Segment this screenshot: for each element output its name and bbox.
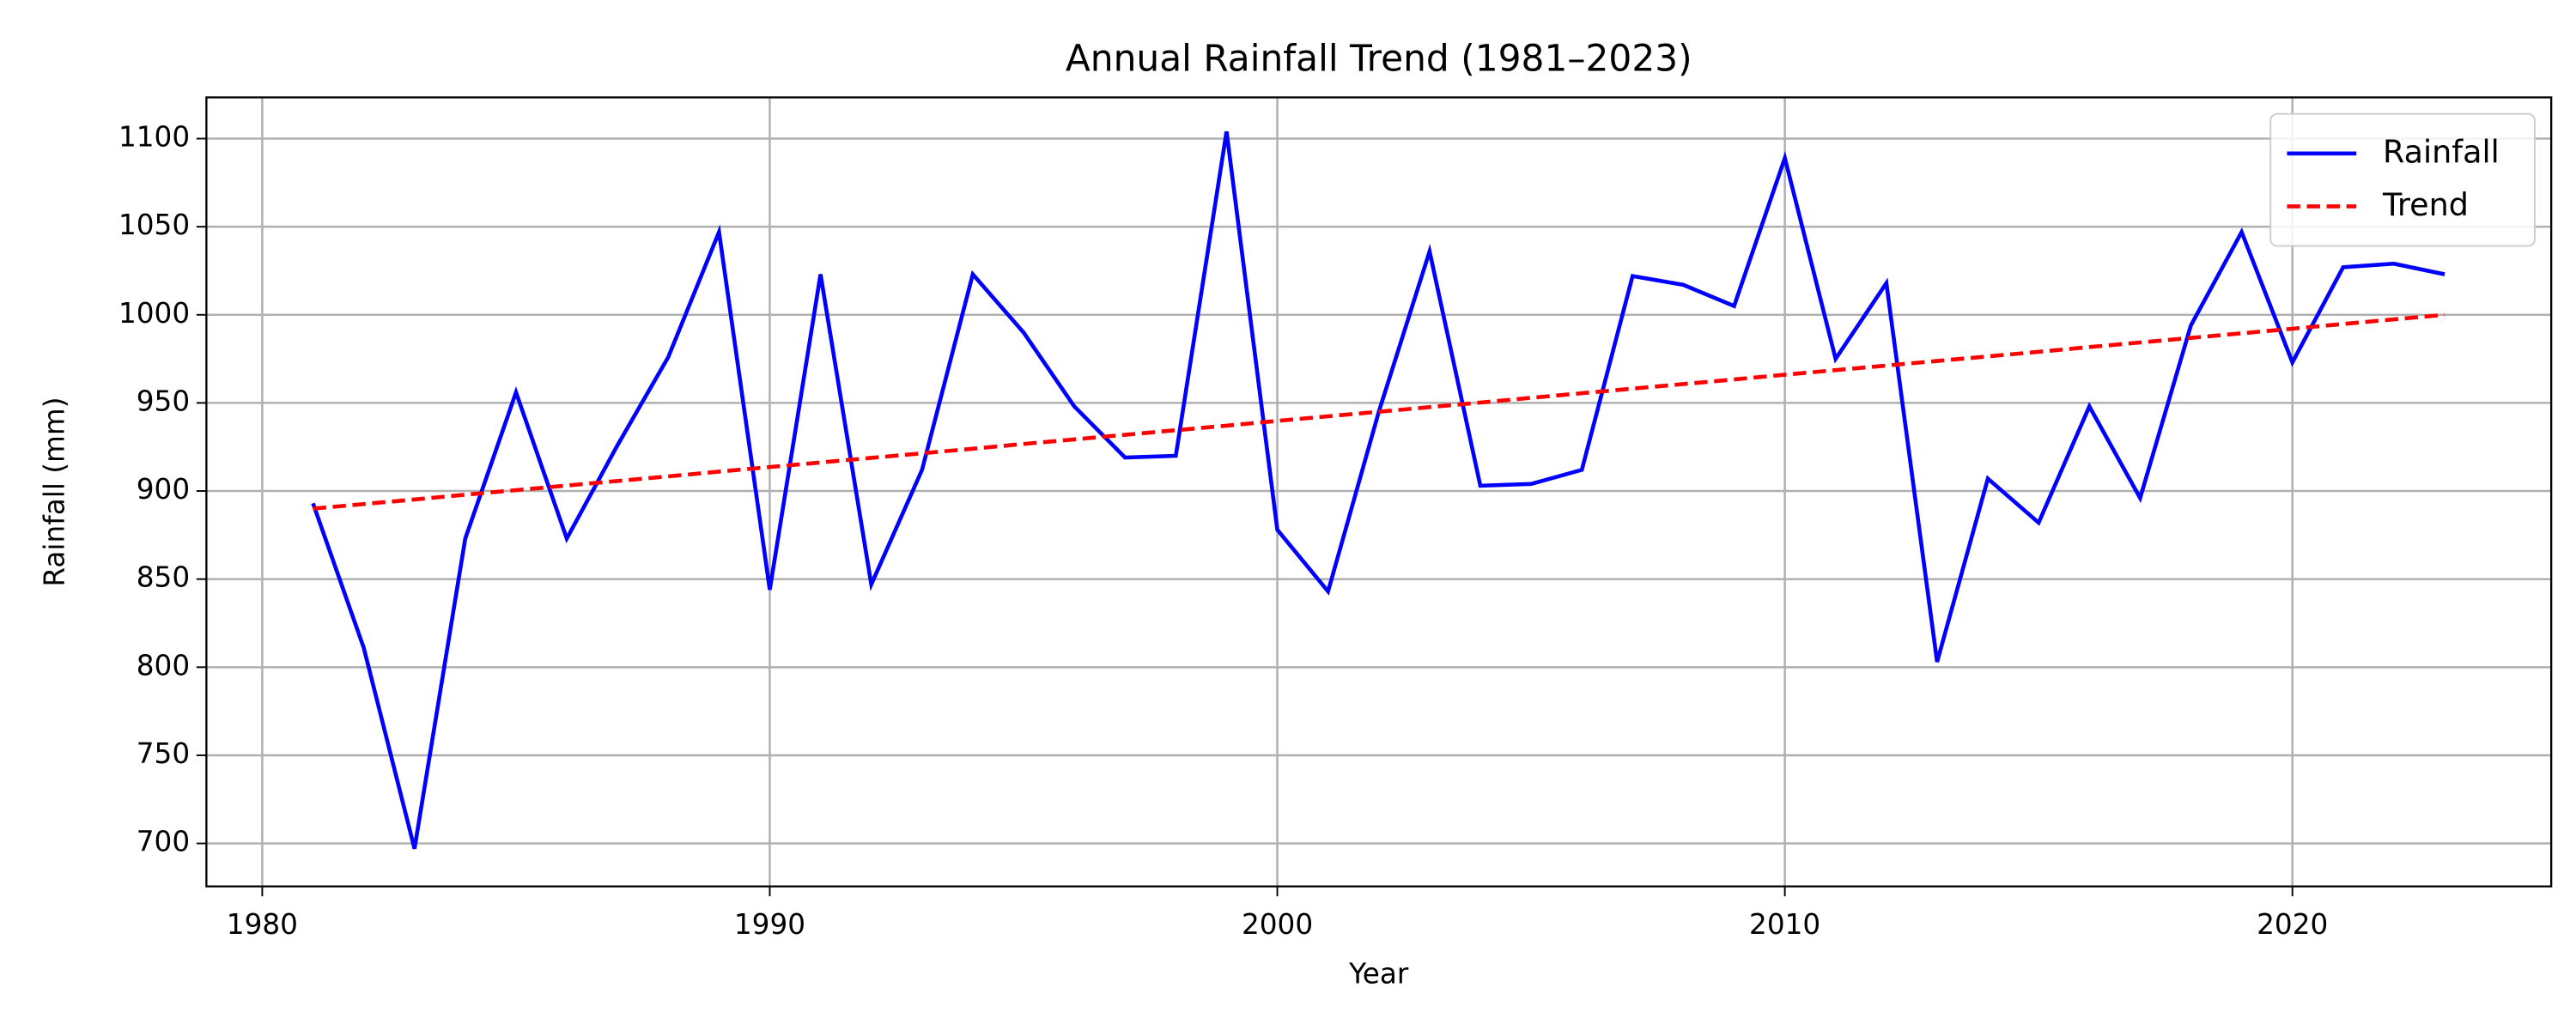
x-tick-label: 2020 bbox=[2257, 908, 2328, 941]
y-tick-label: 700 bbox=[137, 826, 190, 858]
plot-frame bbox=[205, 96, 2553, 888]
y-tick-label: 1100 bbox=[118, 120, 190, 153]
y-tick-label: 750 bbox=[137, 737, 190, 770]
x-tick-label: 2000 bbox=[1242, 908, 1313, 941]
y-tick-label: 850 bbox=[137, 561, 190, 594]
y-tick-label: 1050 bbox=[118, 209, 190, 241]
y-tick-label: 950 bbox=[137, 385, 190, 417]
legend-box bbox=[2269, 112, 2536, 247]
y-tick-label: 800 bbox=[137, 649, 190, 682]
y-tick-label: 1000 bbox=[118, 297, 190, 330]
x-tick-label: 1990 bbox=[734, 908, 805, 941]
x-tick-label: 2010 bbox=[1749, 908, 1820, 941]
y-tick-label: 900 bbox=[137, 473, 190, 506]
y-axis-label: Rainfall (mm) bbox=[38, 397, 70, 587]
chart-title: Annual Rainfall Trend (1981–2023) bbox=[1066, 38, 1692, 80]
legend-label: Trend bbox=[2382, 186, 2469, 223]
legend-label: Rainfall bbox=[2383, 133, 2500, 170]
legend: Rainfall Trend bbox=[2269, 112, 2536, 247]
x-axis-label: Year bbox=[1348, 958, 1409, 991]
x-tick-label: 1980 bbox=[227, 908, 298, 941]
data-line bbox=[313, 312, 2445, 511]
